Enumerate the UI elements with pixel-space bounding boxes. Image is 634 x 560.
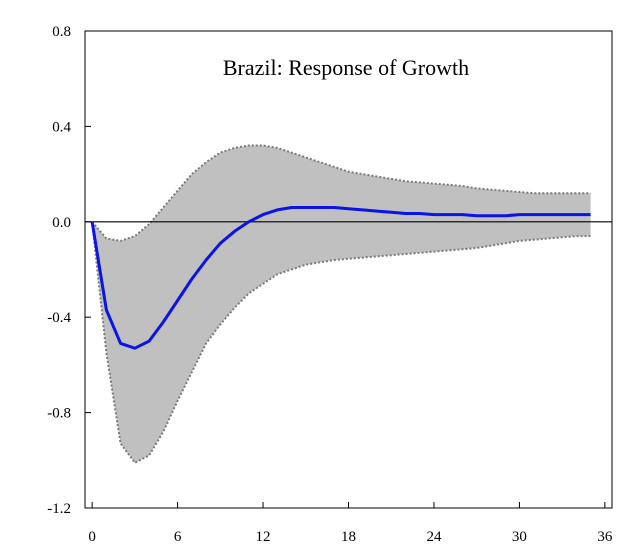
x-tick-label: 24	[426, 529, 442, 545]
band-area	[92, 145, 591, 463]
y-axis-ticks: 0.8 0.4 0.0 -0.4 -0.8 -1.2	[47, 24, 91, 517]
x-tick-label: 36	[597, 529, 613, 545]
response-line	[90, 206, 591, 350]
y-tick-label: -1.2	[47, 501, 71, 517]
x-tick-label: 30	[512, 529, 527, 545]
x-axis-ticks: 0 6 12 18 24 30 36	[88, 502, 613, 545]
confidence-band	[91, 144, 591, 464]
y-tick-label: 0.4	[52, 119, 71, 135]
upper-band-line	[91, 144, 591, 242]
x-tick-label: 6	[174, 529, 182, 545]
x-tick-label: 0	[88, 529, 96, 545]
y-tick-label: 0.8	[52, 24, 71, 40]
y-tick-label: -0.8	[47, 406, 71, 422]
chart-title: Brazil: Response of Growth	[223, 55, 469, 80]
y-tick-label: -0.4	[47, 310, 71, 326]
response-series	[90, 206, 591, 350]
y-tick-label: 0.0	[52, 215, 71, 231]
x-tick-label: 12	[256, 529, 271, 545]
x-tick-label: 18	[341, 529, 356, 545]
